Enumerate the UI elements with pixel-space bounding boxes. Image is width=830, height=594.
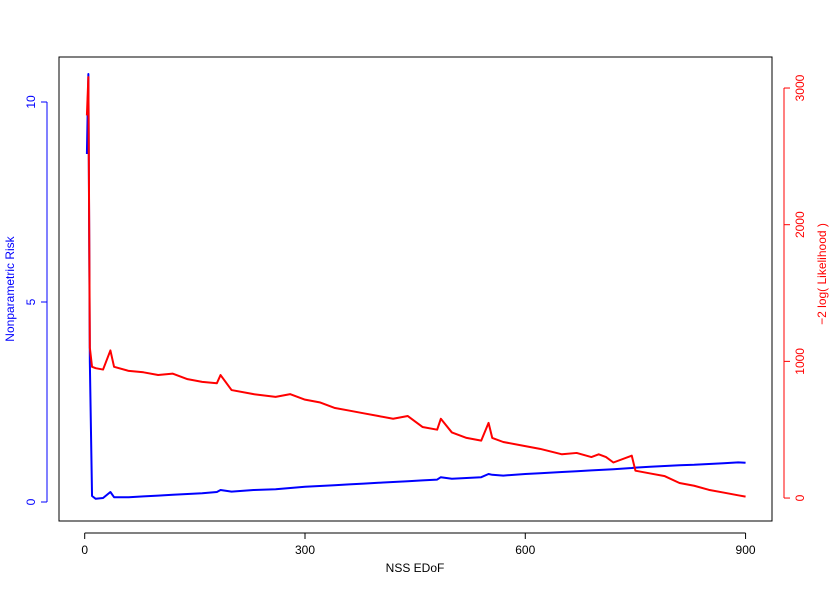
x-tick-label: 300	[295, 543, 315, 557]
y2-tick-label: 0	[793, 494, 807, 501]
y2-tick-label: 1000	[793, 348, 807, 375]
series-line	[85, 76, 746, 498]
x-tick-label: 0	[81, 543, 88, 557]
y-tick-label: 5	[24, 298, 38, 305]
x-axis-title: NSS EDoF	[386, 561, 445, 575]
y-tick-label: 10	[24, 95, 38, 109]
x-tick-label: 600	[515, 543, 535, 557]
y-tick-label: 0	[24, 498, 38, 505]
y-axis-title: Nonparametric Risk	[3, 235, 17, 341]
plot-box	[58, 56, 773, 522]
x-tick-label: 900	[736, 543, 756, 557]
y2-tick-label: 3000	[793, 74, 807, 101]
series-line	[85, 73, 746, 500]
y2-axis-title: −2 log( Likelihood )	[815, 223, 829, 325]
y2-tick-label: 2000	[793, 211, 807, 238]
